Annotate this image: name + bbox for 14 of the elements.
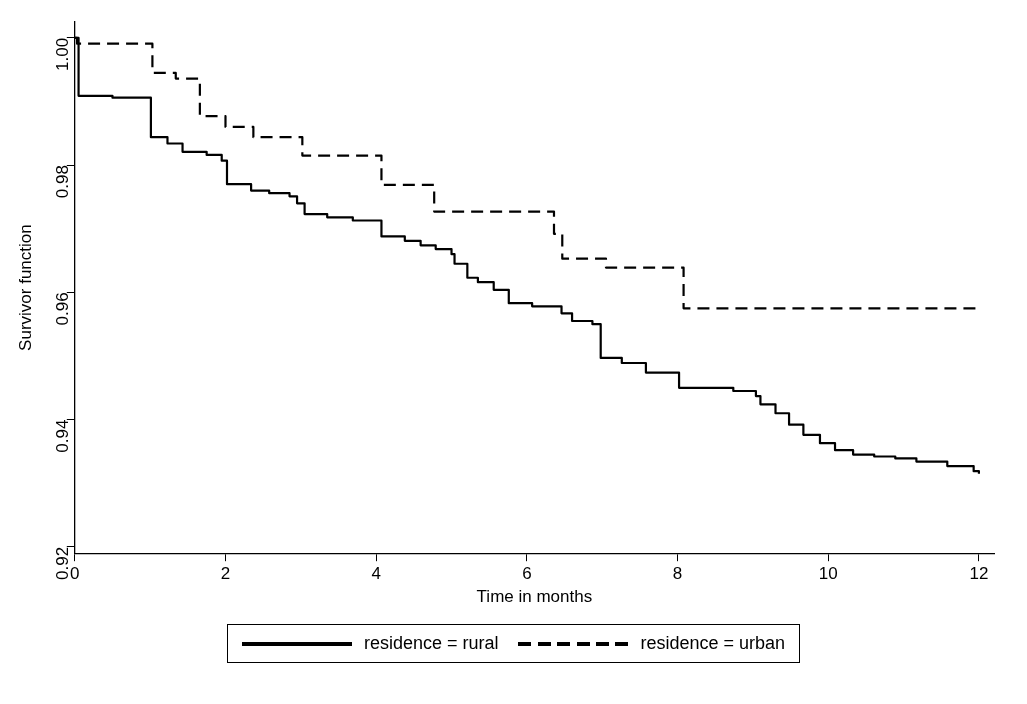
legend-label: residence = urban bbox=[640, 633, 786, 654]
x-tick-label: 6 bbox=[522, 564, 532, 584]
y-tick-label: 0.94 bbox=[53, 419, 73, 453]
y-axis-title: Survivor function bbox=[15, 224, 35, 351]
x-axis-title: Time in months bbox=[476, 587, 593, 607]
x-tick-label: 8 bbox=[672, 564, 683, 584]
y-tick-label: 0.96 bbox=[53, 292, 73, 326]
x-tick-label: 2 bbox=[220, 564, 231, 584]
x-tick-label: 10 bbox=[818, 564, 838, 584]
y-tick-label: 1.00 bbox=[53, 37, 73, 71]
legend-label: residence = rural bbox=[363, 633, 499, 654]
y-tick-label: 0.98 bbox=[53, 165, 73, 199]
x-tick-label: 12 bbox=[969, 564, 989, 584]
x-tick-label: 4 bbox=[371, 564, 381, 584]
